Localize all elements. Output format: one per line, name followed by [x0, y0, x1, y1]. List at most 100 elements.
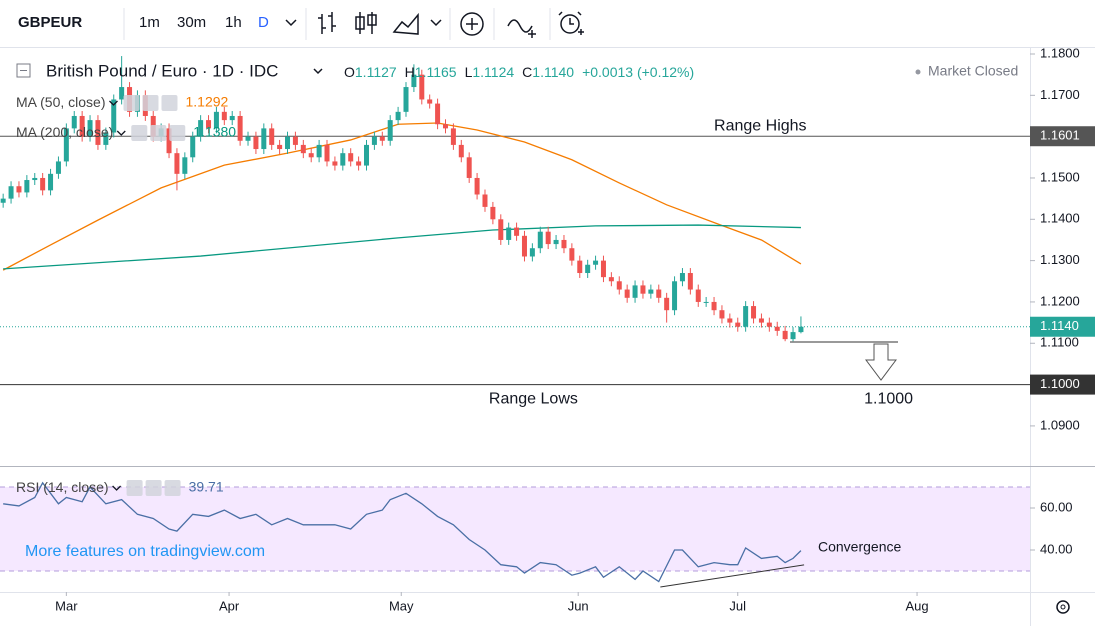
candle-body: [435, 103, 441, 125]
chart-type-dropdown[interactable]: [430, 19, 442, 27]
indicator-name: MA (200, close): [16, 124, 113, 140]
candle-body: [379, 136, 385, 141]
indicator-value: 1.1380: [193, 124, 236, 140]
rsi-line: [3, 481, 802, 583]
collapse-icon[interactable]: [16, 63, 31, 78]
candle-body: [593, 260, 599, 265]
candle-body: [656, 289, 662, 298]
alert-icon[interactable]: [560, 14, 580, 34]
candle-body: [340, 153, 346, 166]
candle-body: [198, 120, 204, 137]
watermark: More features on tradingview.com: [25, 543, 265, 560]
candle-body: [585, 264, 591, 274]
candle-body: [498, 219, 504, 240]
interval-dropdown[interactable]: [285, 19, 297, 27]
y-tick-label: 1.1200: [1040, 293, 1080, 308]
candle-body: [237, 115, 243, 141]
candle-body: [55, 161, 61, 174]
candle-body: [790, 332, 796, 340]
x-tick-label: Jul: [729, 598, 746, 613]
ohlc-key: O: [344, 64, 355, 80]
candle-body: [71, 115, 77, 129]
candle-body: [332, 161, 338, 166]
candle-body: [48, 173, 54, 191]
legend-icon: [164, 480, 181, 496]
candle-body: [371, 136, 377, 145]
bars-icon[interactable]: [318, 12, 336, 34]
candle-body: [648, 289, 654, 294]
interval-active[interactable]: D: [258, 14, 269, 31]
candle-body: [664, 297, 670, 311]
rsi-band: [0, 487, 1030, 571]
ohlc-text: O1.1127 H1.1165 L1.1124 C1.1140 +0.0013 (+0.…: [344, 64, 694, 80]
indicator-name: RSI (14, close): [16, 479, 109, 495]
indicator-legend: MA (50, close): [16, 94, 105, 110]
candle-body: [324, 144, 330, 162]
legend-icon: [161, 95, 178, 111]
interval[interactable]: 1m: [139, 14, 160, 31]
candle-body: [632, 285, 638, 298]
area-icon[interactable]: [392, 12, 419, 35]
candle-body: [774, 326, 780, 331]
market-status: Market Closed: [928, 63, 1018, 79]
candle-body: [245, 136, 251, 141]
candle-body: [221, 111, 227, 121]
candle-body: [719, 310, 725, 319]
title-dropdown[interactable]: [313, 68, 323, 75]
candle-body: [695, 289, 701, 302]
candle-body: [364, 144, 370, 166]
candle-body: [316, 144, 322, 158]
candle-body: [213, 111, 219, 129]
plot-area: Range Highs Range Lows 1.1000 Convergence Mo…: [0, 56, 1030, 588]
candle-body: [711, 301, 717, 311]
legend-icon: [126, 480, 143, 496]
candle-body: [348, 153, 354, 162]
candle-body: [751, 306, 757, 319]
ohlc-value: 1.1127: [355, 64, 397, 80]
legend-icon: [169, 125, 186, 141]
price-label: 1.1601: [1040, 128, 1080, 143]
candle-body: [40, 177, 46, 191]
candle-body: [174, 153, 180, 174]
price-label-box: [1030, 316, 1095, 337]
convergence-line: [660, 564, 805, 588]
candles-icon[interactable]: [355, 12, 377, 34]
settings-icon[interactable]: [1056, 600, 1070, 614]
ohlc-change: +0.0013 (+0.12%): [582, 64, 694, 80]
candle-body: [387, 120, 393, 141]
symbol[interactable]: GBPEUR: [18, 14, 82, 31]
interval[interactable]: 30m: [177, 14, 206, 31]
ohlc-value: 1.1165: [415, 64, 457, 80]
ohlc-key: L: [465, 64, 473, 80]
compare-icon[interactable]: [460, 12, 484, 36]
interval[interactable]: 1h: [225, 14, 242, 31]
annotation: Range Lows: [489, 390, 578, 407]
candle-body: [63, 128, 69, 162]
candle-body: [608, 277, 614, 282]
candle-body: [24, 180, 30, 193]
candle-body: [253, 136, 259, 150]
price-label-box: [1030, 126, 1095, 147]
price-label: 1.1140: [1040, 318, 1079, 333]
candle-body: [624, 289, 630, 298]
indicators-icon[interactable]: [507, 19, 536, 38]
candle-body: [703, 301, 709, 303]
candle-body: [758, 318, 764, 323]
ohlc-value: 1.1124: [472, 64, 514, 80]
candle-body: [514, 227, 520, 236]
x-tick-label: Apr: [219, 598, 240, 613]
y-tick-label: 1.0900: [1040, 417, 1080, 432]
candle-body: [269, 128, 275, 145]
legend-icon: [142, 95, 159, 111]
down-arrow: [865, 343, 897, 381]
candle-body: [672, 281, 678, 311]
candle-body: [727, 318, 733, 323]
annotation: 1.1000: [864, 390, 913, 407]
indicator-value: 1.1292: [185, 94, 228, 110]
y-tick-label: 1.1500: [1040, 169, 1080, 184]
status-dot: [915, 69, 921, 75]
candle-body: [506, 227, 512, 240]
candle-body: [166, 128, 172, 154]
